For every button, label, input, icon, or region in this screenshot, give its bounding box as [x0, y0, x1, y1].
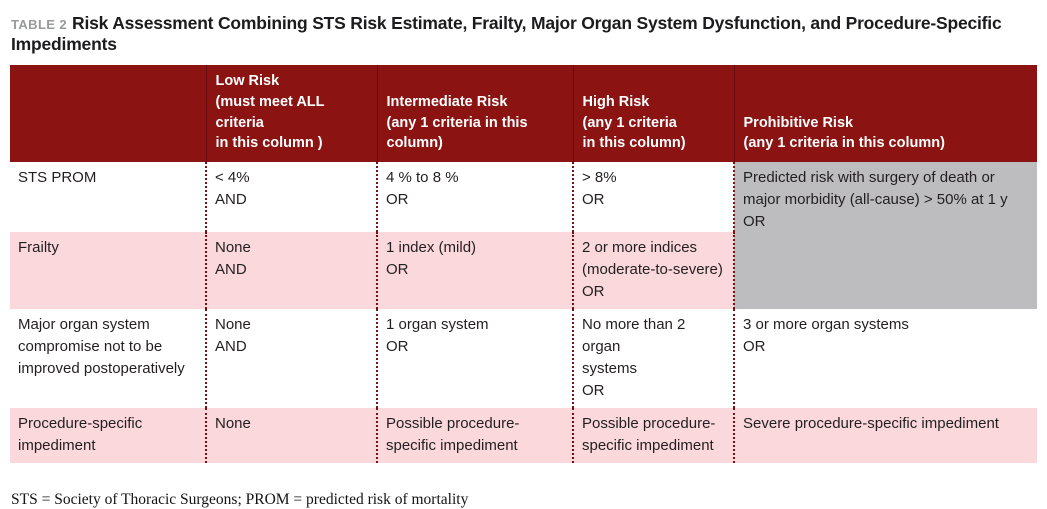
cell-frailty-intermediate: 1 index (mild) OR	[376, 231, 573, 309]
cell-procedure-prohibitive: Severe procedure-specific impediment	[733, 408, 1037, 464]
cell-organ-prohibitive: 3 or more organ systems OR	[733, 308, 1037, 409]
cell-frailty-low: None AND	[205, 231, 377, 309]
header-intermediate-risk: Intermediate Risk (any 1 criteria in thi…	[376, 65, 573, 162]
cell-organ-low: None AND	[205, 308, 377, 409]
row-label-procedure-impediment: Procedure-specific impediment	[10, 408, 206, 464]
row-label-sts-prom: STS PROM	[10, 161, 206, 232]
cell-procedure-high: Possible procedure- specific impediment	[572, 408, 734, 464]
table-title: TABLE 2 Risk Assessment Combining STS Ris…	[11, 13, 1037, 55]
cell-organ-high: No more than 2 organ systems OR	[572, 308, 734, 409]
header-high-risk: High Risk (any 1 criteria in this column…	[572, 65, 734, 162]
header-low-risk: Low Risk (must meet ALL criteria in this…	[205, 65, 377, 162]
cell-procedure-low: None	[205, 408, 377, 464]
cell-sts-prom-intermediate: 4 % to 8 % OR	[376, 161, 573, 232]
table-header: Low Risk (must meet ALL criteria in this…	[10, 65, 1037, 162]
header-empty-cell	[10, 65, 206, 162]
footnote: STS = Society of Thoracic Surgeons; PROM…	[11, 491, 469, 509]
table-title-text: Risk Assessment Combining STS Risk Estim…	[11, 13, 1002, 55]
table-row-procedure-impediment: Procedure-specific impediment None Possi…	[10, 408, 1037, 464]
header-prohibitive-risk: Prohibitive Risk (any 1 criteria in this…	[733, 65, 1037, 162]
table-number-label: TABLE 2	[11, 17, 68, 32]
row-label-organ-system: Major organ system compromise not to be …	[10, 308, 206, 409]
cell-sts-prom-high: > 8% OR	[572, 161, 734, 232]
cell-prohibitive-merged: Predicted risk with surgery of death or …	[733, 161, 1037, 309]
cell-frailty-high: 2 or more indices (moderate-to-severe) O…	[572, 231, 734, 309]
risk-assessment-table: Low Risk (must meet ALL criteria in this…	[10, 65, 1037, 464]
table-row-organ-system: Major organ system compromise not to be …	[10, 308, 1037, 409]
cell-sts-prom-low: < 4% AND	[205, 161, 377, 232]
cell-procedure-intermediate: Possible procedure- specific impediment	[376, 408, 573, 464]
table-row-sts-prom: STS PROM < 4% AND 4 % to 8 % OR > 8% OR …	[10, 161, 1037, 309]
row-label-frailty: Frailty	[10, 231, 206, 309]
table-row-frailty: Frailty None AND 1 index (mild) OR 2 or …	[10, 231, 1037, 309]
header-row: Low Risk (must meet ALL criteria in this…	[10, 65, 1037, 162]
cell-organ-intermediate: 1 organ system OR	[376, 308, 573, 409]
